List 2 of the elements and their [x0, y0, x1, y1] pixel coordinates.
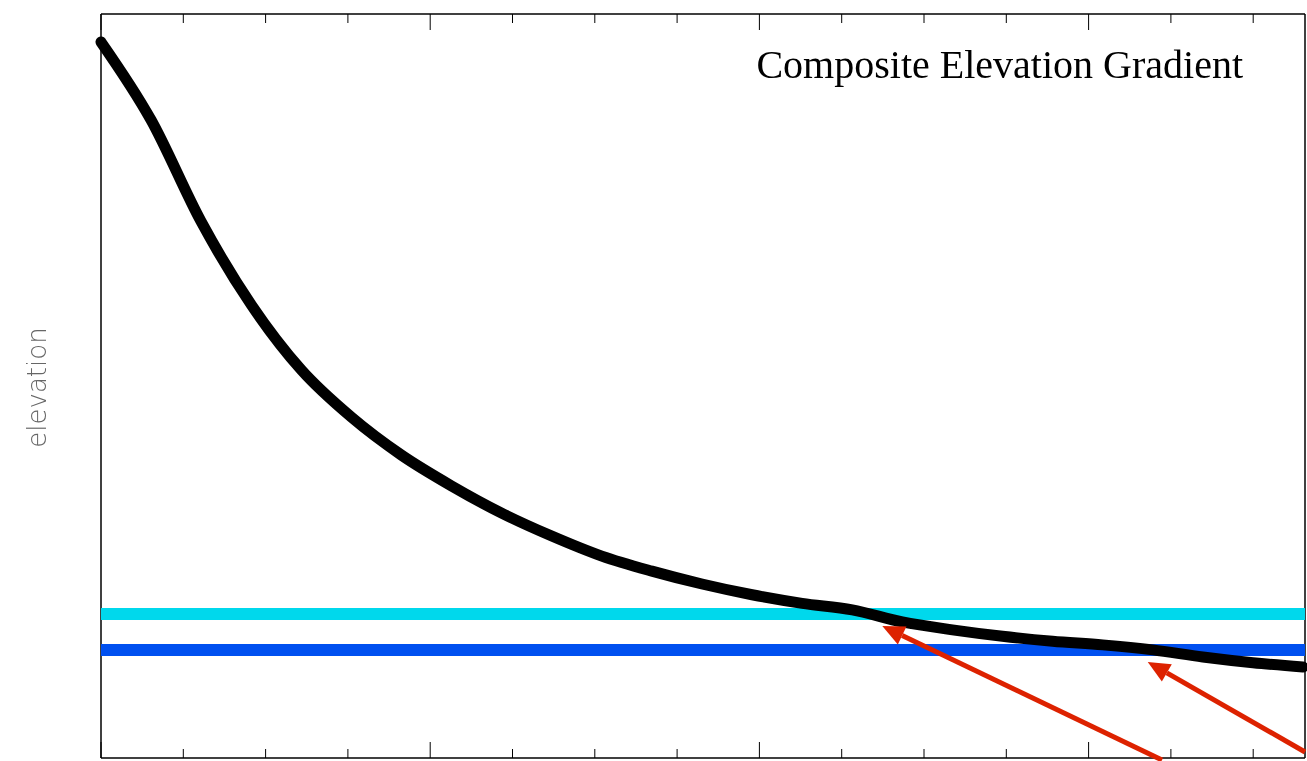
y-axis-title: elevation — [22, 327, 52, 448]
chart-title: Composite Elevation Gradient — [756, 42, 1243, 87]
